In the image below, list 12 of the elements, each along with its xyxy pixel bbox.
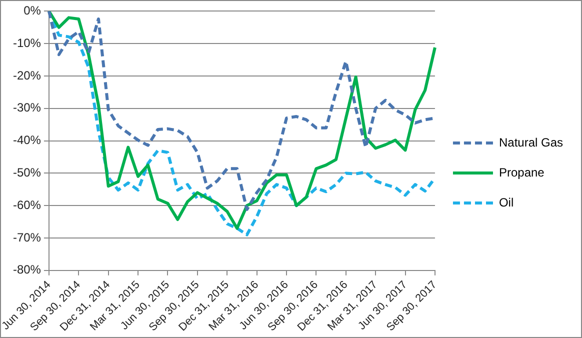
legend-label: Propane xyxy=(498,165,545,180)
y-tick-label: -40% xyxy=(12,133,42,148)
y-tick-label: 0% xyxy=(24,4,42,18)
y-tick-label: -50% xyxy=(12,166,42,180)
y-tick-label: -20% xyxy=(12,68,42,82)
y-tick-label: -10% xyxy=(12,36,42,50)
y-tick-label: -80% xyxy=(12,262,42,277)
y-tick-label: -30% xyxy=(12,100,42,115)
y-tick-label: -60% xyxy=(12,198,42,212)
y-tick-label: -70% xyxy=(12,230,42,244)
legend-label: Oil xyxy=(498,195,514,210)
legend-label: Natural Gas xyxy=(498,135,564,150)
